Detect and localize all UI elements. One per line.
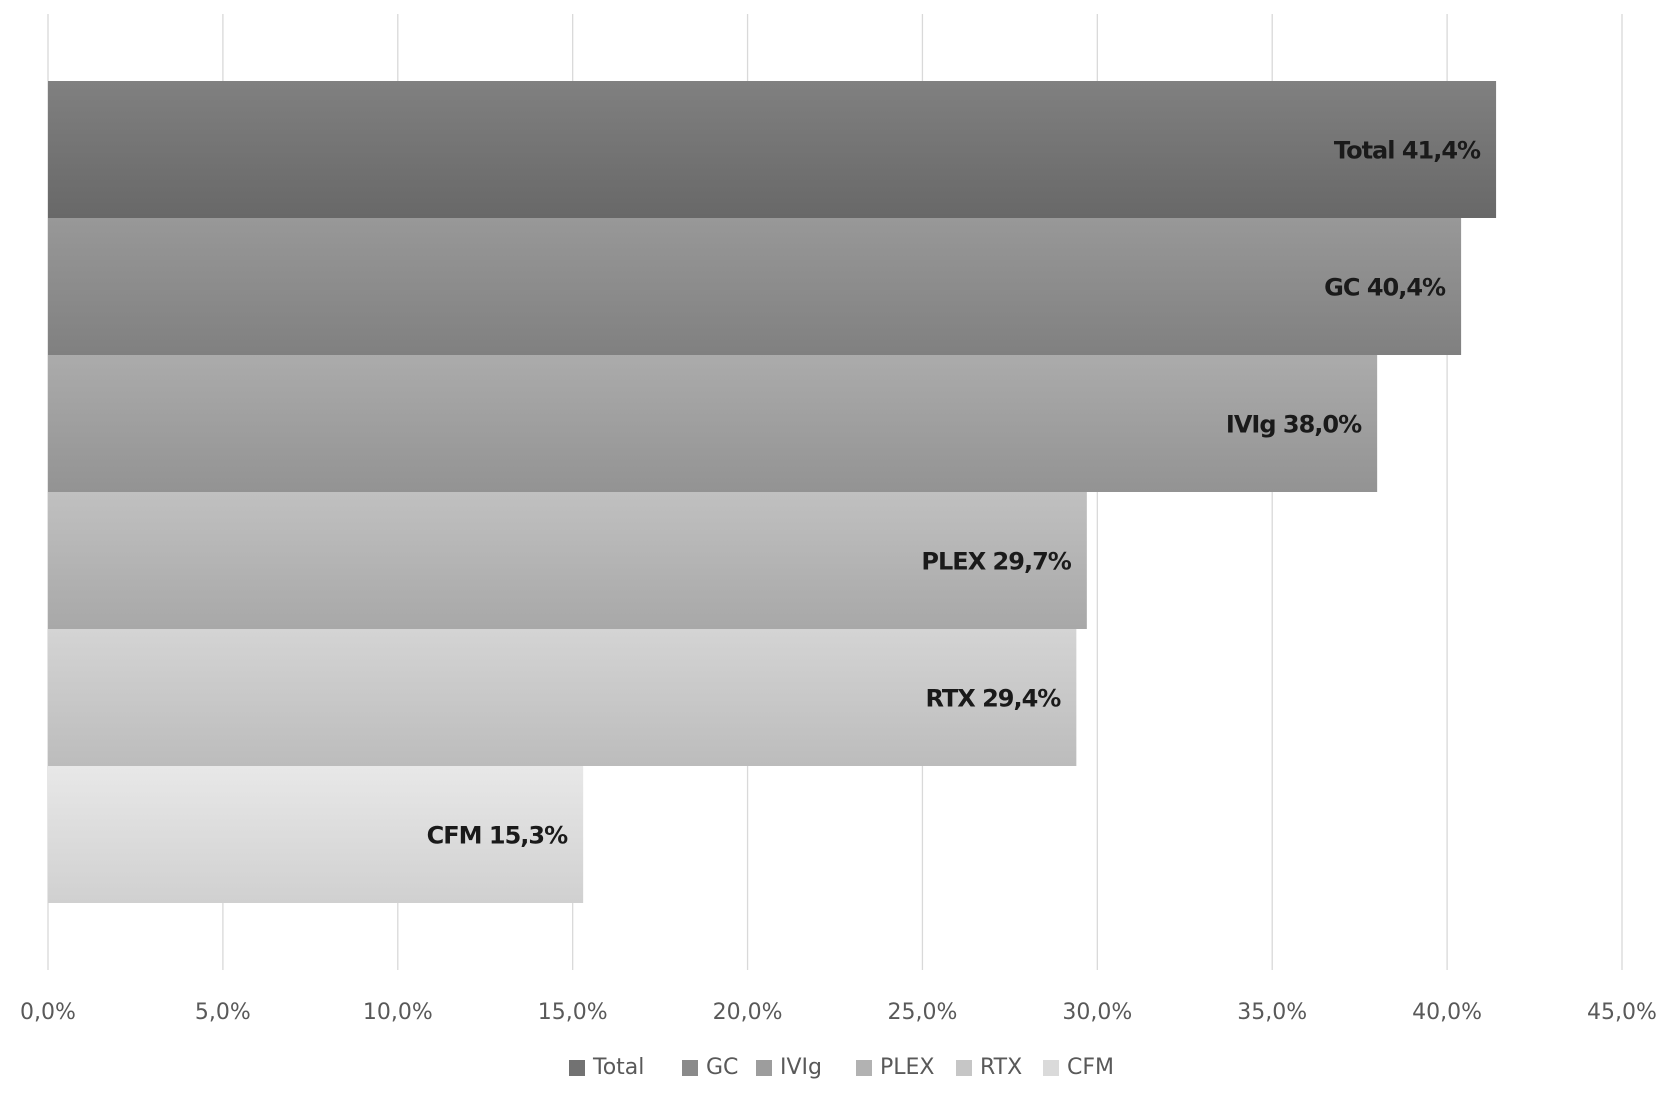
bar-gc bbox=[48, 218, 1462, 355]
legend-item-cfm: CFM bbox=[1043, 1055, 1114, 1080]
data-label-ivig: IVIg 38,0% bbox=[1226, 411, 1362, 439]
legend-label: CFM bbox=[1067, 1055, 1114, 1080]
data-label-plex: PLEX 29,7% bbox=[921, 548, 1071, 576]
legend-item-ivig: IVIg bbox=[756, 1055, 822, 1080]
legend-label: RTX bbox=[980, 1055, 1022, 1080]
data-label-rtx: RTX 29,4% bbox=[925, 685, 1061, 713]
x-tick-label: 25,0% bbox=[887, 1000, 957, 1025]
legend-swatch bbox=[856, 1060, 872, 1076]
legend: Total GC IVIg PLEX RTX CFM bbox=[569, 1055, 1114, 1080]
x-tick-label: 35,0% bbox=[1237, 1000, 1307, 1025]
legend-swatch bbox=[1043, 1060, 1059, 1076]
legend-label: Total bbox=[592, 1055, 644, 1080]
x-tick-label: 40,0% bbox=[1412, 1000, 1482, 1025]
legend-label: PLEX bbox=[880, 1055, 935, 1080]
x-tick-label: 20,0% bbox=[713, 1000, 783, 1025]
data-label-cfm: CFM 15,3% bbox=[427, 822, 568, 850]
legend-label: GC bbox=[706, 1055, 738, 1080]
bar-ivig bbox=[48, 355, 1378, 492]
data-labels: Total 41,4% GC 40,4% IVIg 38,0% PLEX 29,7% R… bbox=[427, 137, 1482, 850]
data-label-total: Total 41,4% bbox=[1334, 137, 1481, 165]
bars bbox=[48, 81, 1497, 903]
x-tick-label: 0,0% bbox=[20, 1000, 76, 1025]
x-tick-label: 30,0% bbox=[1062, 1000, 1132, 1025]
legend-swatch bbox=[756, 1060, 772, 1076]
legend-item-rtx: RTX bbox=[956, 1055, 1022, 1080]
bar-plex bbox=[48, 492, 1087, 629]
legend-item-plex: PLEX bbox=[856, 1055, 935, 1080]
legend-label: IVIg bbox=[780, 1055, 822, 1080]
bar-cfm bbox=[48, 766, 584, 903]
legend-swatch bbox=[956, 1060, 972, 1076]
x-tick-label: 45,0% bbox=[1587, 1000, 1657, 1025]
bar-total bbox=[48, 81, 1497, 218]
x-axis: 0,0% 5,0% 10,0% 15,0% 20,0% 25,0% 30,0% 35,0% 40… bbox=[20, 1000, 1657, 1025]
x-tick-label: 5,0% bbox=[195, 1000, 251, 1025]
x-tick-label: 15,0% bbox=[538, 1000, 608, 1025]
legend-swatch bbox=[682, 1060, 698, 1076]
legend-item-gc: GC bbox=[682, 1055, 738, 1080]
x-tick-label: 10,0% bbox=[363, 1000, 433, 1025]
data-label-gc: GC 40,4% bbox=[1324, 274, 1446, 302]
legend-swatch bbox=[569, 1060, 585, 1076]
bar-rtx bbox=[48, 629, 1077, 766]
legend-item-total: Total bbox=[569, 1055, 644, 1080]
